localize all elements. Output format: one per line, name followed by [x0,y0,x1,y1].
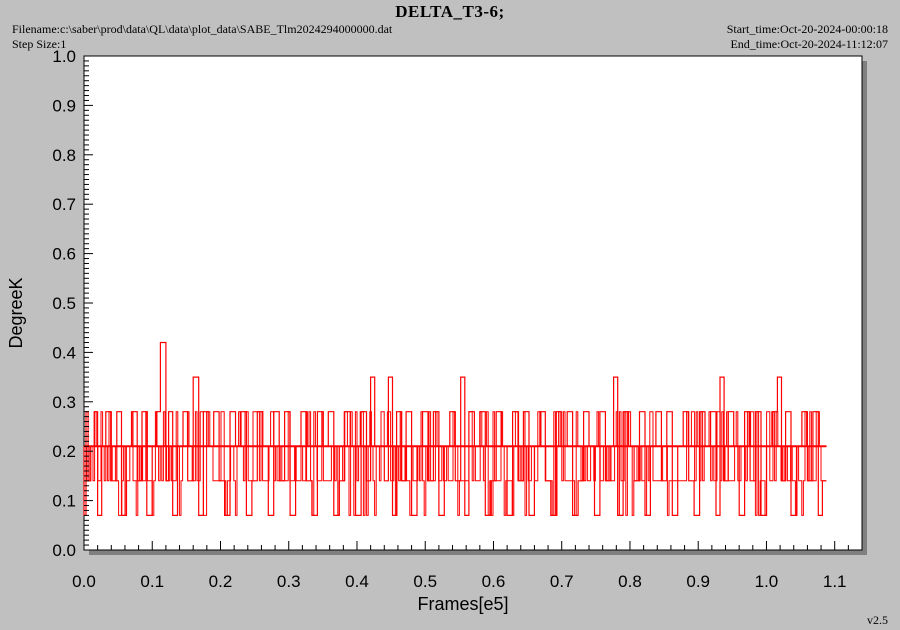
end-time-label: End_time:Oct-20-2024-11:12:07 [730,37,888,51]
x-tick-label: 0.6 [482,572,506,591]
x-tick-label: 0.2 [209,572,233,591]
x-tick-label: 0.5 [413,572,437,591]
x-axis-label: Frames[e5] [417,594,508,614]
x-tick-label: 0.8 [618,572,642,591]
y-tick-label: 0.6 [52,245,76,264]
y-tick-label: 0.8 [52,146,76,165]
x-tick-label: 0.9 [686,572,710,591]
chart-title: DELTA_T3-6; [395,2,505,21]
x-tick-label: 0.4 [345,572,369,591]
y-tick-label: 0.3 [52,393,76,412]
y-tick-label: 0.5 [52,294,76,313]
series-band [84,445,827,448]
x-tick-label: 1.1 [823,572,847,591]
y-tick-label: 0.9 [52,96,76,115]
x-tick-label: 0.3 [277,572,301,591]
version-label: v2.5 [867,613,888,627]
x-tick-label: 0.7 [550,572,574,591]
series-layer [83,341,827,516]
step-size-label: Step Size:1 [12,37,67,51]
y-tick-label: 0.1 [52,492,76,511]
plot-area [83,55,863,551]
y-tick-label: 0.2 [52,442,76,461]
y-tick-label: 0.0 [52,541,76,560]
y-tick-label: 0.7 [52,195,76,214]
axis-layer: 0.0 0.1 0.2 0.3 0.4 0.5 0.6 0.7 0.8 0.9 1.0 0.0 0.1 0… [52,47,849,591]
filename-label: Filename:c:\saber\prod\data\QL\data\plot… [12,22,393,36]
x-tick-label: 1.0 [755,572,779,591]
start-time-label: Start_time:Oct-20-2024-00:00:18 [726,22,888,36]
x-tick-label: 0.1 [140,572,164,591]
y-tick-label: 0.4 [52,343,76,362]
y-tick-label: 1.0 [52,47,76,66]
y-axis-label: DegreeK [6,277,26,348]
series-noise [84,411,826,516]
x-tick-label: 0.0 [72,572,96,591]
